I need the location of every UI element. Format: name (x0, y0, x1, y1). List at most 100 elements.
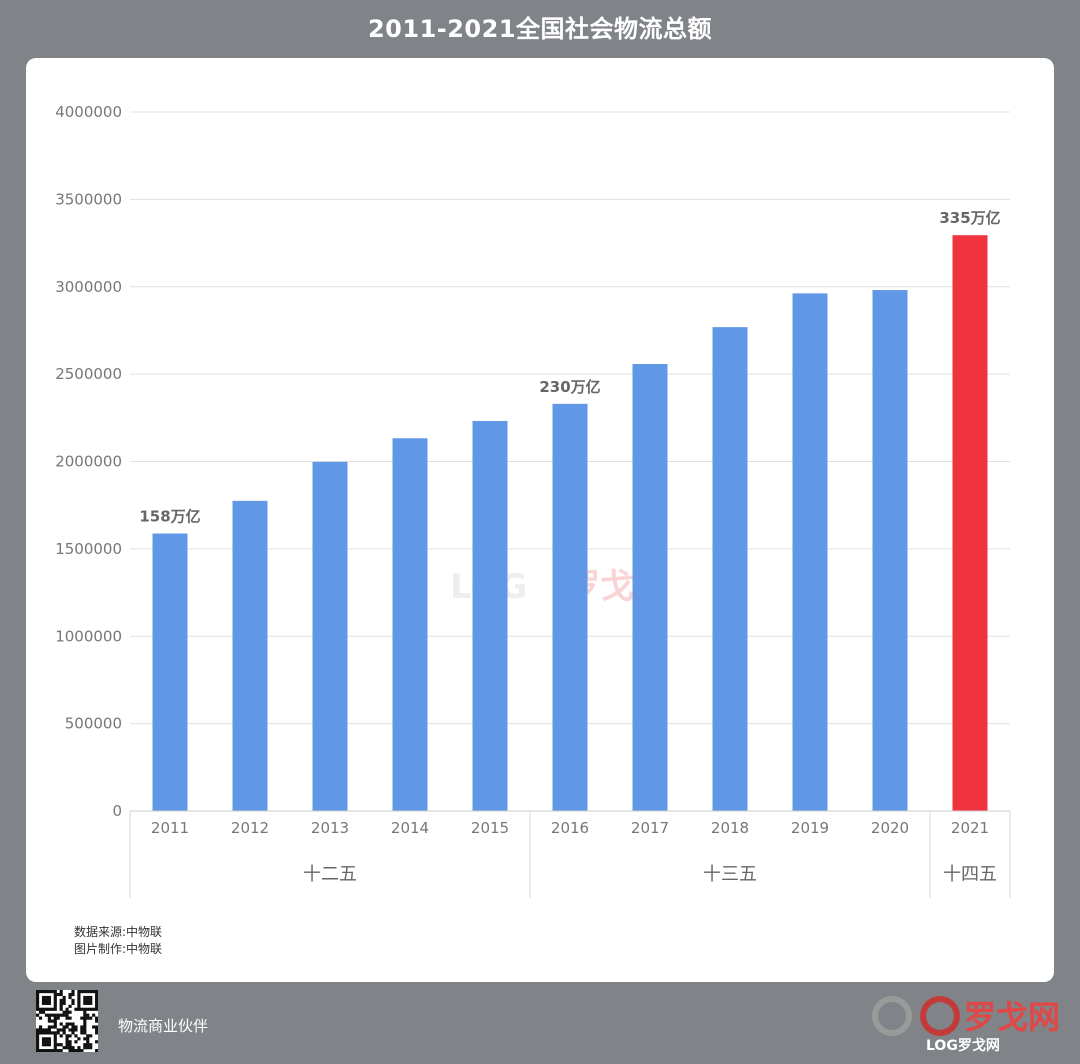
qr-cell (89, 1016, 93, 1020)
data-label: 230万亿 (539, 378, 600, 396)
x-tick-label: 2019 (791, 819, 829, 837)
y-tick-label: 0 (112, 802, 122, 820)
bar-2018 (712, 327, 748, 811)
qr-cell (44, 1049, 49, 1053)
qr-cell (38, 1025, 43, 1029)
qr-cell (44, 1001, 49, 1005)
qr-cell (68, 1016, 72, 1020)
period-label: 十二五 (303, 864, 357, 885)
qr-cell (36, 995, 40, 1000)
qr-cell (89, 990, 93, 994)
data-label: 158万亿 (139, 507, 200, 525)
qr-cell (77, 1004, 81, 1008)
qr-cell (95, 1001, 99, 1005)
qr-cell (89, 995, 93, 1000)
bar-2014 (392, 438, 428, 811)
qr-cell (47, 995, 51, 1000)
qr-cell (95, 1025, 99, 1029)
qr-cell (53, 1037, 57, 1041)
qr-cell (59, 1001, 63, 1005)
qr-cell (47, 998, 51, 1003)
qr-cell (83, 1043, 87, 1047)
qr-cell (62, 1025, 66, 1029)
qr-cell (36, 1037, 40, 1041)
qr-cell (47, 1007, 51, 1011)
qr-cell (86, 990, 90, 994)
qr-cell (92, 1013, 96, 1017)
qr-cell (50, 1007, 54, 1011)
qr-cell (86, 1037, 90, 1041)
qr-cell (86, 1034, 90, 1038)
qr-cell (44, 1043, 49, 1047)
period-label: 十四五 (943, 864, 997, 885)
qr-cell (56, 1031, 60, 1035)
qr-cell (53, 998, 57, 1003)
qr-cell (44, 1028, 49, 1032)
qr-cell (44, 995, 49, 1000)
qr-cell (68, 1028, 72, 1032)
qr-cell (53, 1022, 57, 1026)
x-tick-label: 2015 (471, 819, 509, 837)
qr-cell (62, 998, 66, 1003)
qr-cell (36, 1007, 40, 1011)
qr-cell (83, 1010, 87, 1014)
qr-cell (74, 1034, 78, 1038)
qr-cell (36, 998, 40, 1003)
qr-cell (95, 990, 99, 994)
bar-2013 (312, 461, 348, 811)
qr-cell (80, 1016, 84, 1020)
qr-cell (53, 1007, 57, 1011)
qr-cell (50, 1031, 54, 1035)
qr-cell (53, 1013, 57, 1017)
y-tick-label: 1500000 (55, 540, 122, 558)
qr-cell (53, 1040, 57, 1044)
footer-tagline: 物流商业伙伴 (118, 1017, 209, 1035)
qr-cell (65, 1043, 69, 1047)
bar-2017 (632, 363, 668, 811)
period-label: 十三五 (703, 864, 757, 885)
qr-code (36, 990, 99, 1053)
qr-cell (41, 990, 46, 994)
qr-cell (92, 1025, 96, 1029)
x-tick-label: 2012 (231, 819, 269, 837)
qr-cell (80, 1028, 84, 1032)
qr-cell (50, 1049, 54, 1053)
qr-cell (47, 1016, 51, 1020)
qr-cell (65, 1016, 69, 1020)
qr-cell (38, 1016, 43, 1020)
qr-cell (89, 998, 93, 1003)
source-line: 数据来源:中物联 (74, 925, 163, 939)
qr-cell (47, 1031, 51, 1035)
y-tick-label: 2500000 (55, 365, 122, 383)
qr-cell (65, 1037, 69, 1041)
data-label: 335万亿 (939, 209, 1000, 227)
qr-cell (44, 1013, 49, 1017)
qr-cell (86, 998, 90, 1003)
qr-cell (53, 1049, 57, 1053)
qr-cell (59, 1013, 63, 1017)
qr-cell (65, 1040, 69, 1044)
qr-cell (83, 1019, 87, 1023)
qr-cell (65, 1034, 69, 1038)
qr-cell (36, 1001, 40, 1005)
qr-cell (80, 990, 84, 994)
qr-cell (53, 995, 57, 1000)
qr-cell (74, 1025, 78, 1029)
qr-cell (95, 1040, 99, 1044)
qr-cell (36, 992, 40, 997)
qr-cell (86, 1013, 90, 1017)
x-tick-label: 2020 (871, 819, 909, 837)
qr-cell (95, 998, 99, 1003)
qr-cell (50, 1013, 54, 1017)
qr-cell (53, 1043, 57, 1047)
x-tick-label: 2014 (391, 819, 429, 837)
qr-cell (95, 1049, 99, 1053)
y-tick-label: 1000000 (55, 627, 122, 645)
qr-cell (77, 1037, 81, 1041)
qr-cell (41, 1028, 46, 1032)
qr-cell (59, 1049, 63, 1053)
qr-cell (53, 1046, 57, 1050)
x-tick-label: 2013 (311, 819, 349, 837)
qr-cell (65, 1022, 69, 1026)
qr-cell (36, 1031, 40, 1035)
